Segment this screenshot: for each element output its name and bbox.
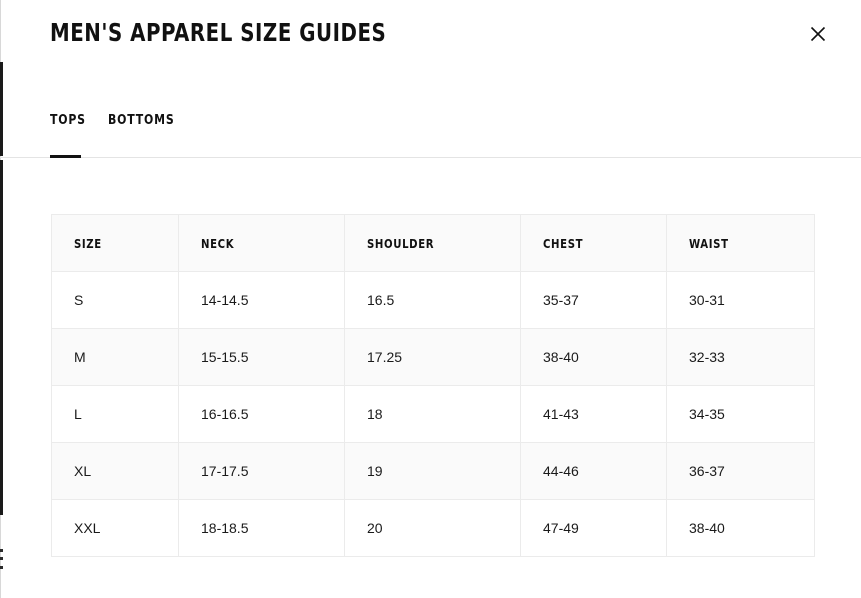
column-header-neck: NECK xyxy=(178,214,345,272)
cell-neck: 16-16.5 xyxy=(178,385,345,443)
cell-waist: 34-35 xyxy=(666,385,815,443)
table-row: S 14-14.5 16.5 35-37 30-31 xyxy=(51,271,815,329)
cell-shoulder: 16.5 xyxy=(344,271,521,329)
table-row: M 15-15.5 17.25 38-40 32-33 xyxy=(51,328,815,386)
column-header-chest: CHEST xyxy=(520,214,667,272)
column-header-waist: WAIST xyxy=(666,214,815,272)
cell-size: XXL xyxy=(51,499,179,557)
tab-bar: TOPS BOTTOMS xyxy=(0,104,861,158)
cell-shoulder: 19 xyxy=(344,442,521,500)
size-guide-table: SIZE NECK SHOULDER CHEST WAIST S 14-14.5… xyxy=(51,214,815,557)
column-header-size: SIZE xyxy=(51,214,179,272)
column-header-label: WAIST xyxy=(689,235,729,251)
cell-waist: 32-33 xyxy=(666,328,815,386)
table-row: XXL 18-18.5 20 47-49 38-40 xyxy=(51,499,815,557)
background-page-tick xyxy=(0,549,3,552)
cell-shoulder: 17.25 xyxy=(344,328,521,386)
cell-size: M xyxy=(51,328,179,386)
table-header-row: SIZE NECK SHOULDER CHEST WAIST xyxy=(51,214,815,272)
cell-neck: 15-15.5 xyxy=(178,328,345,386)
cell-waist: 30-31 xyxy=(666,271,815,329)
cell-chest: 41-43 xyxy=(520,385,667,443)
column-header-label: SIZE xyxy=(74,235,102,251)
cell-size: XL xyxy=(51,442,179,500)
cell-chest: 35-37 xyxy=(520,271,667,329)
cell-size: L xyxy=(51,385,179,443)
cell-chest: 38-40 xyxy=(520,328,667,386)
background-page-sliver-bottom xyxy=(0,160,3,515)
table-row: L 16-16.5 18 41-43 34-35 xyxy=(51,385,815,443)
background-page-tick xyxy=(0,566,3,569)
active-tab-indicator xyxy=(50,155,81,158)
column-header-shoulder: SHOULDER xyxy=(344,214,521,272)
background-page-sliver-top xyxy=(0,62,3,156)
tab-bottoms[interactable]: BOTTOMS xyxy=(108,112,175,128)
background-page-tick xyxy=(0,557,3,560)
cell-neck: 18-18.5 xyxy=(178,499,345,557)
cell-chest: 44-46 xyxy=(520,442,667,500)
tab-tops[interactable]: TOPS xyxy=(50,112,86,128)
close-icon xyxy=(809,25,827,43)
cell-neck: 14-14.5 xyxy=(178,271,345,329)
cell-shoulder: 20 xyxy=(344,499,521,557)
cell-shoulder: 18 xyxy=(344,385,521,443)
close-button[interactable] xyxy=(805,21,831,47)
cell-waist: 38-40 xyxy=(666,499,815,557)
column-header-label: SHOULDER xyxy=(367,235,435,251)
cell-size: S xyxy=(51,271,179,329)
cell-waist: 36-37 xyxy=(666,442,815,500)
table-row: XL 17-17.5 19 44-46 36-37 xyxy=(51,442,815,500)
page-title: MEN'S APPAREL SIZE GUIDES xyxy=(50,18,387,47)
cell-neck: 17-17.5 xyxy=(178,442,345,500)
tab-bar-divider xyxy=(0,157,861,158)
column-header-label: NECK xyxy=(201,235,235,251)
cell-chest: 47-49 xyxy=(520,499,667,557)
column-header-label: CHEST xyxy=(543,235,584,251)
